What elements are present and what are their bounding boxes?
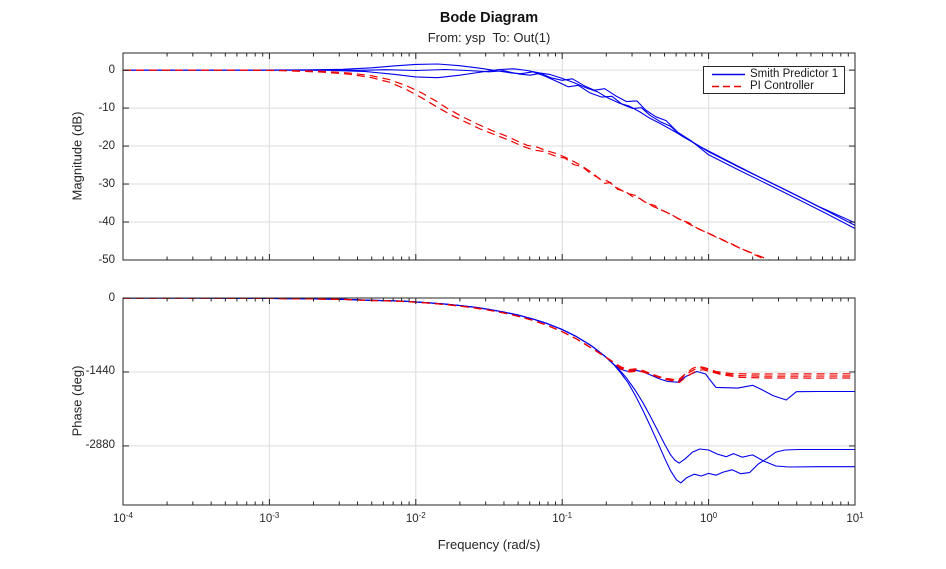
figure-subtitle: From: ysp To: Out(1): [427, 30, 551, 45]
y-tick-label: -50: [98, 253, 115, 266]
series-pi-controller-mag-1: [123, 69, 768, 260]
x-tick-label: 10-4: [113, 511, 133, 525]
series-smith-predictor-mag-3: [123, 68, 855, 224]
legend-line-pi-controller: [712, 85, 745, 87]
axes-box-magnitude: [122, 52, 856, 261]
y-tick-label: -40: [98, 215, 115, 228]
y-tick-label: -30: [98, 177, 115, 190]
series-pi-controller-phase-3: [123, 298, 855, 384]
x-tick-label: 100: [699, 511, 718, 525]
series-smith-predictor-mag-2: [123, 68, 855, 229]
legend-label-smith-predictor: Smith Predictor 1: [750, 68, 839, 80]
series-pi-controller-mag-2: [123, 69, 772, 260]
x-tick-label: 10-2: [405, 511, 426, 525]
axes-box-phase: [122, 297, 856, 506]
series-layer-magnitude: [123, 63, 855, 260]
y-tick-label: -20: [98, 139, 115, 152]
y-tick-label: -10: [98, 101, 115, 114]
legend-item-pi-controller[interactable]: PI Controller: [712, 80, 844, 92]
x-tick-label: 10-1: [552, 511, 573, 525]
series-smith-predictor-phase-3: [123, 298, 855, 484]
series-layer-phase: [123, 298, 855, 484]
y-tick-label: -1440: [85, 365, 115, 378]
y-tick-label: 0: [108, 63, 115, 76]
legend-label-pi-controller: PI Controller: [750, 80, 814, 92]
series-smith-predictor-phase-2: [123, 298, 855, 468]
y-tick-label: -2880: [85, 439, 115, 452]
legend-item-smith-predictor[interactable]: Smith Predictor 1: [712, 68, 844, 80]
legend[interactable]: Smith Predictor 1 PI Controller: [703, 66, 845, 94]
y-tick-label: 0: [108, 291, 115, 304]
figure-title: Bode Diagram: [439, 10, 539, 26]
x-tick-label: 101: [846, 511, 864, 525]
x-tick-label: 10-3: [259, 511, 280, 525]
series-smith-predictor-phase-1: [123, 298, 855, 401]
x-axis-label: Frequency (rad/s): [437, 537, 541, 552]
legend-line-smith-predictor: [712, 73, 745, 75]
